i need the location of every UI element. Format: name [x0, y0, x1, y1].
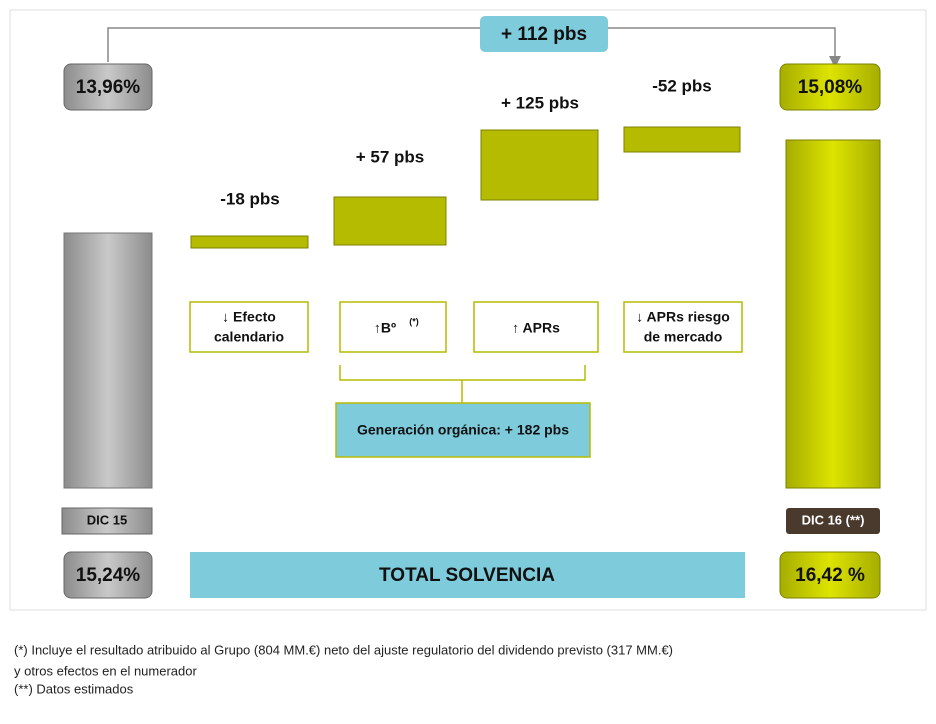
period-label: DIC 16 (**): [802, 512, 865, 527]
step-label: ↓ Efecto: [222, 309, 276, 325]
start-total-box: [63, 551, 153, 599]
end-bar: [785, 139, 881, 489]
step-change: + 57 pbs: [356, 147, 425, 166]
step-change: + 125 pbs: [501, 93, 579, 112]
step-change: -52 pbs: [652, 76, 712, 95]
footnote: (**) Datos estimados: [14, 681, 134, 696]
organic-label: Generación orgánica: + 182 pbs: [357, 422, 569, 438]
end-value: 15,08%: [798, 77, 863, 98]
step-label: ↑ APRs: [512, 320, 560, 336]
frame: [9, 9, 927, 611]
bracket: [339, 365, 586, 381]
organic-box: [335, 402, 591, 458]
end-total-box: [779, 551, 881, 599]
step-label: de mercado: [644, 329, 723, 345]
footnote: y otros efectos en el numerador: [14, 663, 197, 678]
step-change: -18 pbs: [220, 189, 280, 208]
period-label: DIC 15: [87, 512, 127, 527]
step-label-box: [339, 301, 447, 353]
arrow-head: [829, 56, 841, 68]
step-bar: [190, 235, 309, 249]
end-box: [779, 63, 881, 111]
start-box: [63, 63, 153, 111]
step-label: ↑Bº: [374, 320, 396, 336]
end-total: 16,42 %: [795, 565, 865, 586]
footnote: (*) Incluye el resultado atribuido al Gr…: [14, 642, 673, 657]
step-label-box: [473, 301, 599, 353]
connector: [107, 27, 836, 62]
period-box: [61, 507, 153, 535]
step-label: ↓ APRs riesgo: [636, 309, 730, 325]
step-bar: [623, 126, 741, 153]
total-bar: [190, 552, 745, 598]
change-box: [480, 16, 608, 52]
step-note: (*): [409, 316, 419, 326]
period-box: [786, 508, 880, 534]
step-bar: [480, 129, 599, 201]
start-value: 13,96%: [76, 77, 141, 98]
step-label: calendario: [214, 329, 284, 345]
step-label-box: [623, 301, 743, 353]
total-label: TOTAL SOLVENCIA: [379, 565, 555, 586]
start-total: 15,24%: [76, 565, 141, 586]
total-change: + 112 pbs: [501, 24, 587, 45]
step-bar: [333, 196, 447, 246]
start-bar: [63, 232, 153, 489]
step-label-box: [189, 301, 309, 353]
